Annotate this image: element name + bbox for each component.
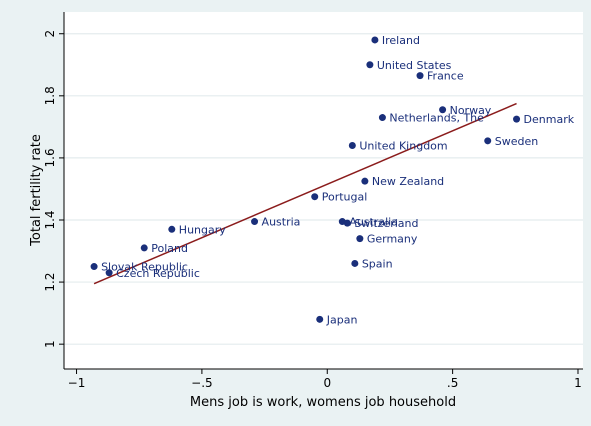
data-point-label: Slovak Republic — [101, 261, 188, 274]
data-point-label: France — [427, 70, 464, 83]
data-point — [168, 225, 176, 233]
data-point-label: Poland — [151, 242, 188, 255]
plot-area — [64, 12, 583, 369]
y-axis-title: Total fertility rate — [29, 134, 44, 247]
data-point-label: Hungary — [179, 223, 226, 236]
data-point-label: Ireland — [382, 34, 420, 47]
data-point-label: Czech Republic — [116, 267, 200, 280]
x-tick-label: .5 — [447, 376, 458, 390]
data-point-label: United Kingdom — [359, 139, 447, 152]
data-point-label: Japan — [326, 313, 358, 326]
y-tick-label: 1.6 — [43, 148, 57, 167]
data-point — [348, 141, 356, 149]
data-point — [251, 218, 259, 226]
x-axis-title: Mens job is work, womens job household — [190, 395, 456, 410]
data-point-label: Sweden — [495, 135, 538, 148]
data-point — [513, 115, 521, 123]
data-point-label: Denmark — [524, 113, 575, 126]
y-tick-label: 2 — [43, 30, 57, 38]
data-point — [105, 269, 113, 277]
data-point — [366, 61, 374, 69]
data-point — [439, 106, 447, 114]
data-point — [316, 315, 324, 323]
y-tick-label: 1.8 — [43, 86, 57, 105]
data-point-label: Germany — [367, 233, 418, 246]
data-point — [356, 235, 364, 243]
data-point-label: Australia — [349, 216, 398, 229]
x-tick-label: 0 — [323, 376, 331, 390]
data-point-label: New Zealand — [372, 175, 444, 188]
data-point-label: Switzerland — [354, 217, 418, 230]
data-point — [378, 114, 386, 122]
data-point — [311, 193, 319, 201]
data-point-label: Norway — [450, 104, 492, 117]
y-tick-label: 1 — [43, 340, 57, 348]
x-tick-label: −1 — [68, 376, 86, 390]
data-point — [416, 72, 424, 80]
data-point — [140, 244, 148, 252]
data-point — [484, 137, 492, 145]
data-point — [351, 259, 359, 267]
y-axis: 1 1.2 1.4 1.6 1.8 2 — [43, 12, 65, 369]
x-tick-label: −.5 — [191, 376, 213, 390]
gridlines — [64, 33, 583, 345]
data-point-label: Spain — [362, 257, 393, 270]
data-point — [371, 36, 379, 44]
data-point-label: Austria — [262, 216, 301, 229]
x-axis: −1 −.5 0 .5 1 — [64, 368, 583, 390]
data-point — [343, 219, 351, 227]
data-point — [90, 263, 98, 271]
x-tick-label: 1 — [574, 376, 582, 390]
data-point-label: Netherlands, The — [389, 112, 484, 125]
y-tick-label: 1.4 — [43, 210, 57, 229]
data-point-label: Portugal — [322, 191, 368, 204]
data-point-label: United States — [377, 59, 452, 72]
y-tick-label: 1.2 — [43, 273, 57, 292]
fit-line-group — [93, 102, 517, 285]
fit-line — [93, 102, 517, 285]
data-point — [361, 177, 369, 185]
